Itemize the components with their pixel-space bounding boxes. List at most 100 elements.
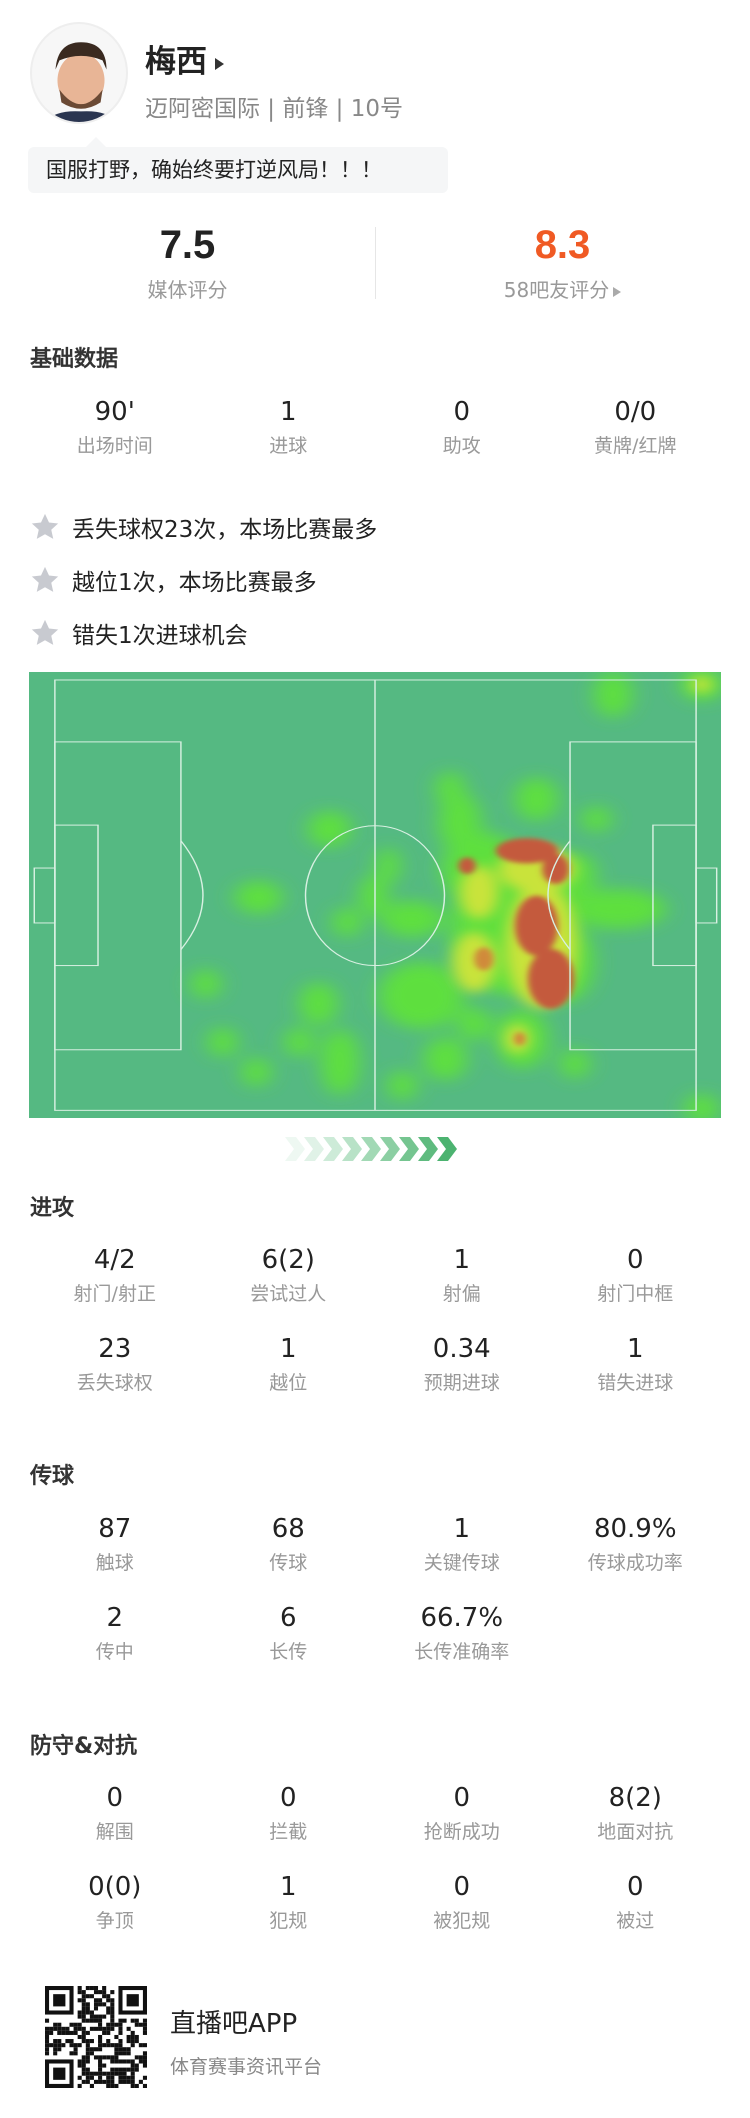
fan-rating-label-row: 58吧友评分 xyxy=(375,274,750,303)
stat-value: 80.9% xyxy=(593,1514,677,1544)
stat: 1 关键传球 xyxy=(375,1514,549,1575)
stat-value: 87 xyxy=(98,1514,132,1544)
basic-stats: 90' 出场时间 1 进球 0 助攻 0/0 黄牌/红牌 xyxy=(0,397,750,458)
stat-value: 1 xyxy=(453,1245,471,1275)
stat-label: 错失进球 xyxy=(597,1372,674,1394)
stat-label: 传球成功率 xyxy=(587,1552,683,1574)
chevron-right-icon xyxy=(380,1137,400,1161)
chevron-right-icon xyxy=(437,1137,457,1161)
fan-rating[interactable]: 8.3 58吧友评分 xyxy=(375,223,750,303)
stat: 1 越位 xyxy=(202,1334,376,1395)
stat-label: 射偏 xyxy=(442,1283,481,1305)
stat-label: 黄牌/红牌 xyxy=(594,435,677,457)
stat: 23 丢失球权 xyxy=(28,1334,202,1395)
heat-high xyxy=(458,838,574,1046)
stat: 2 传中 xyxy=(28,1603,202,1664)
stat: 0.34 预期进球 xyxy=(375,1334,549,1395)
stat-value: 23 xyxy=(98,1334,132,1364)
stat-label: 丢失球权 xyxy=(76,1372,153,1394)
section-title-defense: 防守&对抗 xyxy=(30,1734,138,1759)
stat-label: 拦截 xyxy=(269,1821,308,1843)
stat-label: 关键传球 xyxy=(423,1552,500,1574)
stat: 0 被犯规 xyxy=(375,1872,549,1933)
stat-label: 射门/射正 xyxy=(73,1283,156,1305)
caret-right-icon xyxy=(215,57,224,70)
stat-value: 0(0) xyxy=(88,1872,142,1902)
stat: 0 抢断成功 xyxy=(375,1783,549,1844)
heatmap-pitch xyxy=(29,672,721,1118)
stat: 68 传球 xyxy=(202,1514,376,1575)
stat-value: 0 xyxy=(453,1783,471,1813)
stat-label: 长传准确率 xyxy=(414,1641,510,1663)
pitch-lines xyxy=(33,679,718,1111)
stat-label: 长传 xyxy=(269,1641,308,1663)
section-title-attack: 进攻 xyxy=(30,1196,75,1221)
highlight-text: 越位1次，本场比赛最多 xyxy=(72,570,317,596)
chevron-right-icon xyxy=(418,1137,438,1161)
stat-label: 争顶 xyxy=(95,1910,134,1932)
section-title-basic: 基础数据 xyxy=(30,347,119,372)
stat-value: 6 xyxy=(279,1603,297,1633)
stat-value: 0 xyxy=(279,1783,297,1813)
stat-value: 90' xyxy=(94,397,135,427)
stat-label: 尝试过人 xyxy=(250,1283,327,1305)
stat-value: 0 xyxy=(626,1245,644,1275)
chevron-right-icon xyxy=(342,1137,362,1161)
player-subtitle: 迈阿密国际 | 前锋 | 10号 xyxy=(145,96,404,122)
highlight-item: 越位1次，本场比赛最多 xyxy=(30,563,317,597)
stat: 1 进球 xyxy=(202,397,376,458)
stat-label: 传球 xyxy=(269,1552,308,1574)
player-name-link[interactable]: 梅西 xyxy=(145,36,224,81)
app-tagline: 体育赛事资讯平台 xyxy=(170,2056,323,2078)
fan-rating-label: 58吧友评分 xyxy=(503,278,610,302)
player-name: 梅西 xyxy=(145,44,207,80)
media-rating: 7.5 媒体评分 xyxy=(0,223,375,303)
star-icon xyxy=(31,619,59,645)
stat-value: 1 xyxy=(279,397,297,427)
stat: 1 错失进球 xyxy=(549,1334,723,1395)
attack-stats: 4/2 射门/射正 6(2) 尝试过人 1 射偏 0 射门中框 23 丢失球权 1 越位 0.34 预期进… xyxy=(0,1245,750,1395)
avatar-image xyxy=(44,42,118,122)
stat-value: 0 xyxy=(106,1783,124,1813)
stat-label: 触球 xyxy=(95,1552,134,1574)
stat: 80.9% 传球成功率 xyxy=(549,1514,723,1575)
player-quote: 国服打野，确始终要打逆风局！！！ xyxy=(28,137,448,193)
star-icon xyxy=(31,566,59,592)
highlight-item: 错失1次进球机会 xyxy=(30,616,248,650)
highlight-text: 丢失球权23次，本场比赛最多 xyxy=(72,517,378,543)
stat: 90' 出场时间 xyxy=(28,397,202,458)
stat-value: 8(2) xyxy=(608,1783,662,1813)
highlight-text: 错失1次进球机会 xyxy=(72,623,248,649)
fan-rating-value: 8.3 xyxy=(534,223,591,267)
player-avatar[interactable] xyxy=(30,22,128,124)
stat: 4/2 射门/射正 xyxy=(28,1245,202,1306)
stat-value: 4/2 xyxy=(93,1245,136,1275)
stat-label: 射门中框 xyxy=(597,1283,674,1305)
stat-label: 被犯规 xyxy=(433,1910,491,1932)
stat: 0/0 黄牌/红牌 xyxy=(549,397,723,458)
stat-value: 1 xyxy=(279,1872,297,1902)
stat-value: 0 xyxy=(453,397,471,427)
stat: 1 射偏 xyxy=(375,1245,549,1306)
attack-direction-arrows xyxy=(285,1137,457,1161)
chevron-right-icon xyxy=(304,1137,324,1161)
stat: 6 长传 xyxy=(202,1603,376,1664)
stat-value: 0 xyxy=(453,1872,471,1902)
stat-value: 6(2) xyxy=(261,1245,315,1275)
qr-code xyxy=(45,1986,147,2088)
stat-label: 地面对抗 xyxy=(597,1821,674,1843)
stat-value: 1 xyxy=(626,1334,644,1364)
stat: 6(2) 尝试过人 xyxy=(202,1245,376,1306)
stat: 0 助攻 xyxy=(375,397,549,458)
stat: 1 犯规 xyxy=(202,1872,376,1933)
stat: 0 射门中框 xyxy=(549,1245,723,1306)
stat-label: 抢断成功 xyxy=(423,1821,500,1843)
chevron-right-icon xyxy=(323,1137,343,1161)
stat: 0 解围 xyxy=(28,1783,202,1844)
stat-value: 0 xyxy=(626,1872,644,1902)
media-rating-label: 媒体评分 xyxy=(147,278,228,302)
stat: 0(0) 争顶 xyxy=(28,1872,202,1933)
chevron-right-icon xyxy=(285,1137,305,1161)
star-icon xyxy=(31,513,59,539)
stat: 0 被过 xyxy=(549,1872,723,1933)
